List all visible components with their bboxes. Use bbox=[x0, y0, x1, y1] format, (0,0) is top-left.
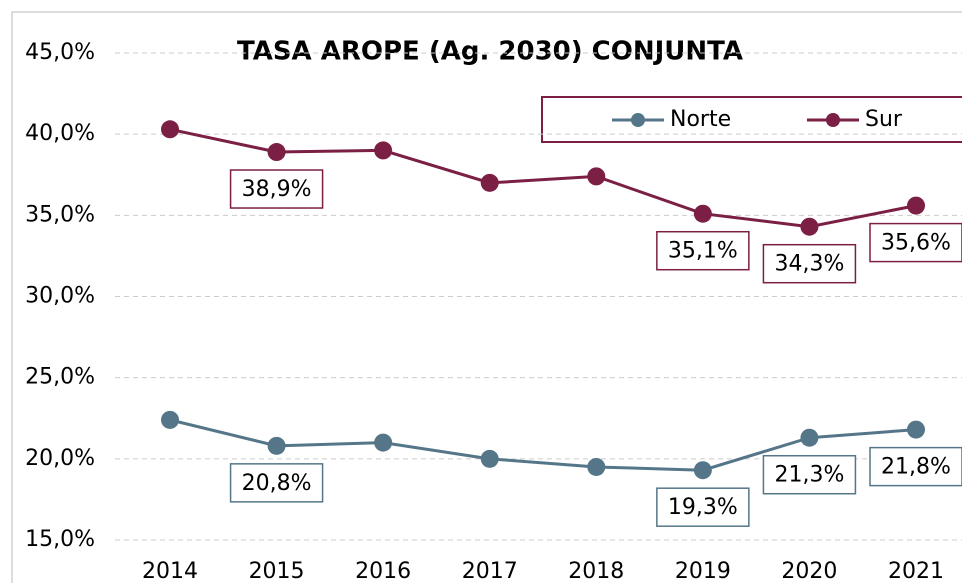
x-tick-label: 2018 bbox=[568, 559, 624, 583]
y-tick-label: 35,0% bbox=[25, 202, 95, 227]
data-label-box bbox=[762, 243, 857, 284]
data-label-box bbox=[762, 454, 857, 495]
x-tick-label: 2019 bbox=[675, 559, 731, 583]
data-label-box bbox=[229, 169, 324, 209]
data-point bbox=[587, 167, 606, 186]
data-label-box bbox=[229, 463, 324, 503]
data-label: 19,3% bbox=[668, 495, 738, 520]
series-line bbox=[169, 127, 917, 229]
legend-label: Sur bbox=[865, 107, 903, 132]
data-point bbox=[693, 461, 712, 480]
data-point bbox=[161, 120, 179, 139]
data-label-box bbox=[869, 222, 962, 263]
y-tick-label: 25,0% bbox=[25, 365, 95, 390]
y-tick-label: 30,0% bbox=[25, 284, 95, 309]
data-point bbox=[800, 217, 819, 236]
data-point bbox=[267, 143, 286, 162]
data-label-box bbox=[656, 487, 750, 527]
data-point bbox=[374, 433, 393, 452]
data-label: 38,9% bbox=[242, 177, 312, 202]
y-tick-label: 20,0% bbox=[25, 446, 95, 471]
x-tick-label: 2016 bbox=[355, 559, 411, 583]
data-label: 21,8% bbox=[881, 455, 951, 480]
y-tick-label: 40,0% bbox=[25, 121, 95, 146]
data-point bbox=[480, 449, 499, 468]
data-point bbox=[800, 428, 819, 447]
data-label-box bbox=[869, 446, 962, 487]
legend-marker bbox=[631, 113, 645, 127]
data-label: 20,8% bbox=[242, 471, 312, 496]
data-point bbox=[480, 173, 499, 192]
x-tick-label: 2021 bbox=[888, 559, 944, 583]
data-label-box bbox=[656, 230, 750, 271]
legend-marker bbox=[826, 113, 840, 127]
y-tick-label: 45,0% bbox=[25, 40, 95, 65]
x-tick-label: 2014 bbox=[142, 559, 198, 583]
x-tick-label: 2020 bbox=[781, 559, 837, 583]
data-point bbox=[907, 196, 925, 215]
data-point bbox=[907, 420, 925, 439]
data-point bbox=[587, 457, 606, 476]
data-label: 35,1% bbox=[668, 239, 738, 264]
y-tick-label: 15,0% bbox=[25, 527, 95, 552]
series-line bbox=[169, 418, 917, 472]
legend-label: Norte bbox=[670, 107, 731, 132]
data-point bbox=[693, 204, 712, 223]
x-tick-label: 2015 bbox=[249, 559, 305, 583]
data-point bbox=[374, 141, 393, 160]
data-label: 34,3% bbox=[774, 252, 844, 277]
x-tick-label: 2017 bbox=[462, 559, 518, 583]
data-point bbox=[161, 410, 179, 429]
chart-title: TASA AROPE (Ag. 2030) CONJUNTA bbox=[237, 37, 743, 67]
data-label: 21,3% bbox=[774, 463, 844, 488]
data-label: 35,6% bbox=[881, 231, 951, 256]
data-point bbox=[267, 436, 286, 455]
